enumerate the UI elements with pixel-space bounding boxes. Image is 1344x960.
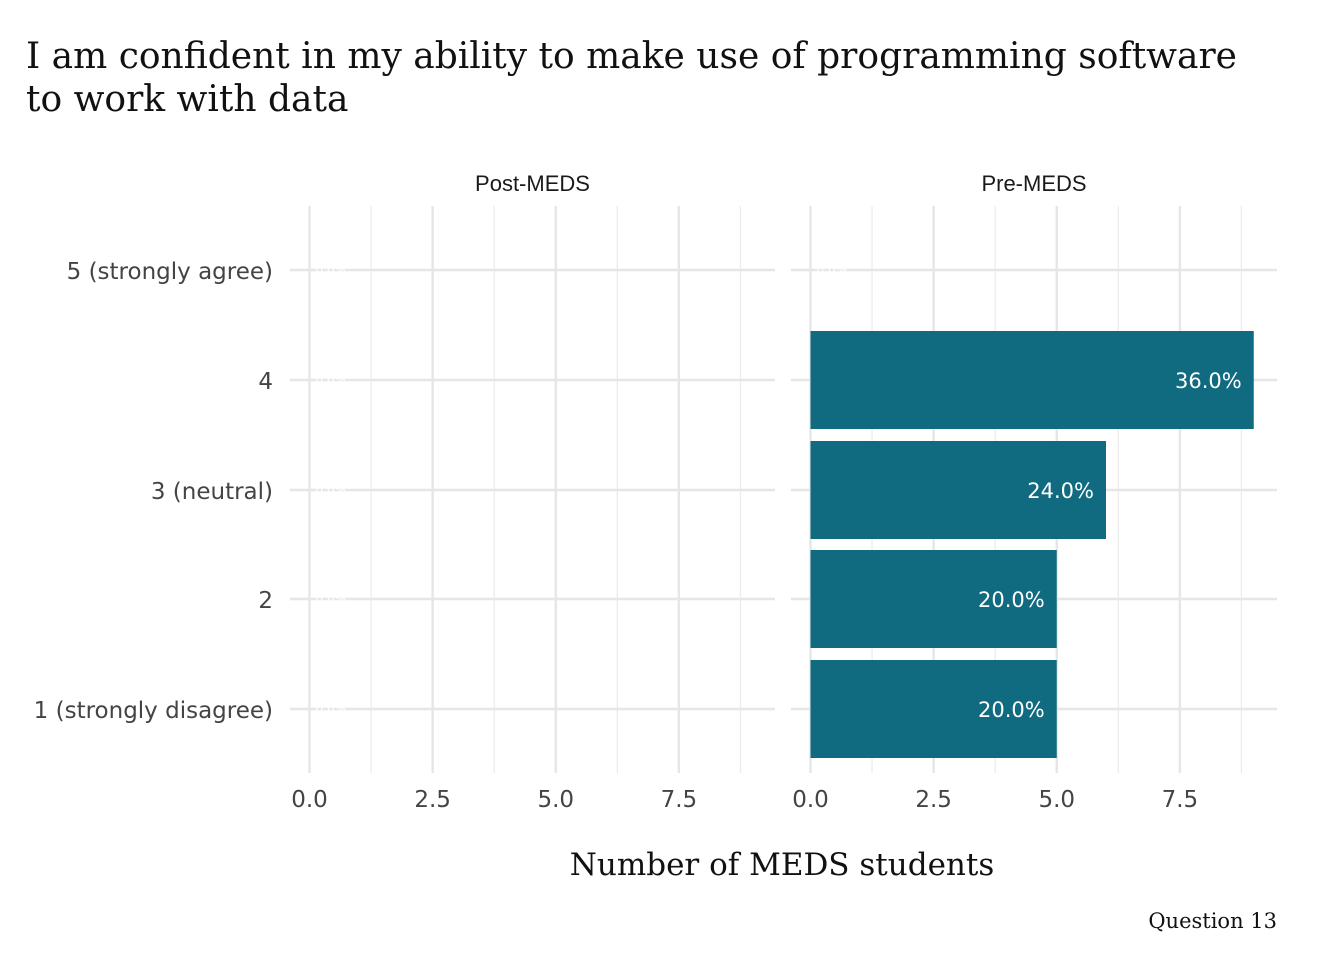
- y-tick-label: 2: [258, 588, 273, 614]
- bar-value-label: 0.0%: [316, 592, 347, 606]
- x-tick-label: 7.5: [1162, 787, 1199, 813]
- facet-label: Post-MEDS: [475, 171, 590, 196]
- bar-value-label: 20.0%: [978, 588, 1045, 612]
- bar: [810, 441, 1106, 539]
- y-tick-label: 1 (strongly disagree): [34, 698, 273, 724]
- bar-value-label: 36.0%: [1175, 369, 1242, 393]
- x-tick-label: 0.0: [291, 787, 328, 813]
- bar-value-label: 0.0%: [316, 263, 347, 277]
- chart-caption: Question 13: [1148, 909, 1277, 933]
- bar-value-label: 20.0%: [978, 698, 1045, 722]
- label-layer: 0.0% 0.0% 0.0% 0.0% 0.0% 0.0% 36.0% 24.0% 20.0% 2…: [316, 263, 1242, 722]
- x-tick-label: 2.5: [414, 787, 451, 813]
- chart-title-line-2: to work with data: [26, 79, 348, 120]
- bar-value-label: 0.0%: [316, 483, 347, 497]
- x-tick-label: 2.5: [915, 787, 952, 813]
- bar: [810, 331, 1254, 429]
- bar-value-label: 0.0%: [817, 263, 848, 277]
- bar-value-label: 0.0%: [316, 702, 347, 716]
- bar-layer: [810, 331, 1254, 758]
- y-tick-label: 5 (strongly agree): [67, 259, 273, 285]
- x-tick-label: 0.0: [792, 787, 829, 813]
- chart-title: I am confident in my ability to make use…: [26, 36, 1237, 120]
- bar-value-label: 24.0%: [1027, 479, 1094, 503]
- axis-layer: Post-MEDS 0.0 2.5 5.0 7.5 Pre-MEDS 0.0 2.5 5.0 7.…: [34, 171, 1198, 813]
- chart-title-line-1: I am confident in my ability to make use…: [26, 36, 1237, 77]
- bar: [810, 550, 1057, 648]
- y-tick-label: 3 (neutral): [151, 479, 273, 505]
- x-axis-label: Number of MEDS students: [570, 847, 995, 883]
- facet-label: Pre-MEDS: [981, 171, 1086, 196]
- grid-layer: [290, 206, 1277, 773]
- x-tick-label: 5.0: [1038, 787, 1075, 813]
- x-tick-label: 5.0: [537, 787, 574, 813]
- y-tick-label: 4: [258, 369, 273, 395]
- x-tick-label: 7.5: [661, 787, 698, 813]
- bar: [810, 660, 1057, 758]
- bar-value-label: 0.0%: [316, 373, 347, 387]
